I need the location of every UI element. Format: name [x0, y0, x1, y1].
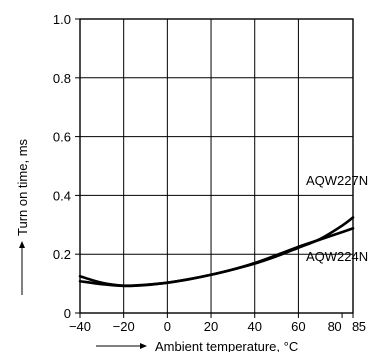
x-tick-label: −20 — [113, 319, 135, 334]
x-tick-labels: −40 −20 0 20 40 60 80 85 — [69, 319, 366, 334]
series-curves — [78, 216, 355, 288]
x-tick-label: 60 — [291, 319, 305, 334]
y-tick-label: 0.2 — [53, 247, 71, 262]
series-label-aqw224n: AQW224N — [306, 249, 368, 264]
y-axis-arrow-head — [19, 241, 25, 248]
y-axis-title: Turn on time, ms — [15, 138, 30, 295]
x-tick-label: 40 — [247, 319, 261, 334]
x-tick-label: 80 — [328, 319, 342, 334]
x-axis-label: Ambient temperature, °C — [155, 339, 298, 352]
grid-lines — [80, 19, 353, 313]
y-tick-label: 0.8 — [53, 71, 71, 86]
x-axis-title: Ambient temperature, °C — [96, 339, 298, 352]
x-tick-label: 20 — [204, 319, 218, 334]
y-tick-label: 0.6 — [53, 130, 71, 145]
y-tick-label: 0.4 — [53, 188, 71, 203]
series-label-aqw227n: AQW227N — [306, 173, 368, 188]
x-tick-label: −40 — [69, 319, 91, 334]
y-tick-label: 0 — [64, 306, 71, 321]
plot-frame — [79, 18, 354, 314]
y-axis-label: Turn on time, ms — [15, 138, 30, 236]
x-axis-arrow-head — [140, 343, 147, 349]
y-tick-label: 1.0 — [53, 12, 71, 27]
axis-ticks — [75, 18, 354, 318]
series-line-aqw224n — [78, 227, 355, 288]
x-tick-label: 85 — [352, 319, 366, 334]
x-tick-label: 0 — [164, 319, 171, 334]
y-tick-labels: 0 0.2 0.4 0.6 0.8 1.0 — [53, 12, 71, 321]
series-labels: AQW227N AQW224N — [306, 173, 368, 264]
